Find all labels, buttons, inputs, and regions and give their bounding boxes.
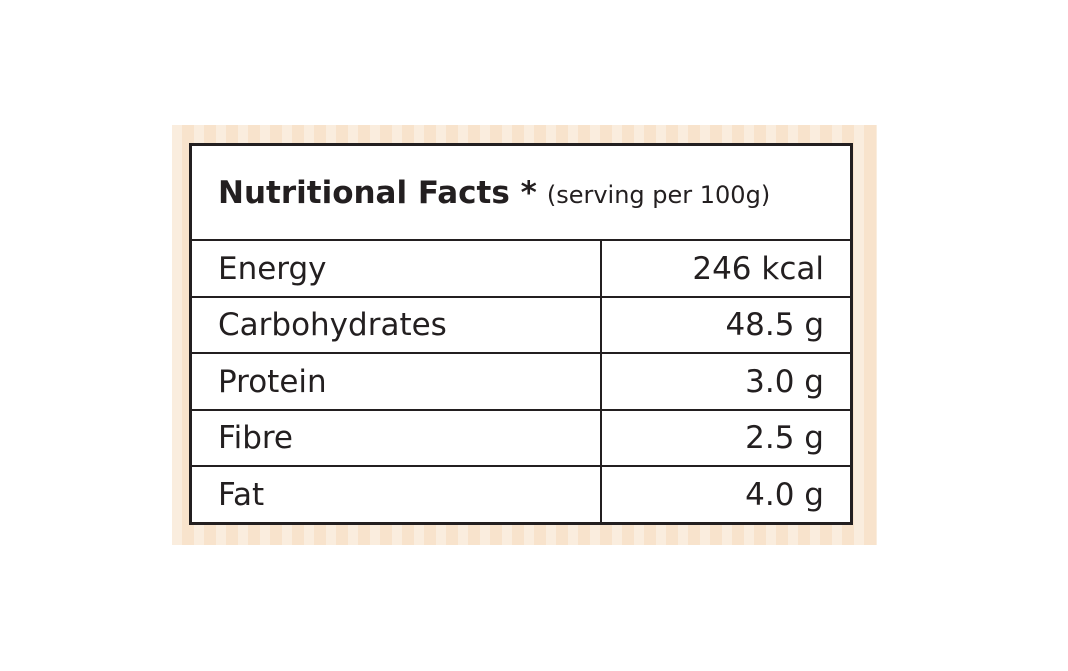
header-row: Nutritional Facts * (serving per 100g) (189, 143, 853, 242)
label-frame: Nutritional Facts * (serving per 100g) En… (172, 125, 877, 545)
table-row: Carbohydrates 48.5 g (189, 295, 853, 355)
nutrient-amount: 2.5 g (600, 408, 853, 468)
nutrient-amount: 246 kcal (600, 239, 853, 298)
table-row: Fibre 2.5 g (189, 408, 853, 468)
nutrient-amount: 3.0 g (600, 352, 853, 411)
nutrient-amount: 48.5 g (600, 295, 853, 355)
table-row: Protein 3.0 g (189, 352, 853, 411)
table-title: Nutritional Facts * (218, 174, 537, 211)
nutrient-name: Energy (189, 239, 602, 298)
nutrient-amount: 4.0 g (600, 465, 853, 525)
nutrient-name: Protein (189, 352, 602, 411)
nutrition-table: Nutritional Facts * (serving per 100g) En… (189, 143, 853, 525)
table-row: Energy 246 kcal (189, 239, 853, 298)
table-subtitle: (serving per 100g) (546, 180, 771, 209)
nutrient-name: Fibre (189, 408, 602, 468)
nutrient-name: Carbohydrates (189, 295, 602, 355)
header-cell: Nutritional Facts * (serving per 100g) (189, 143, 853, 242)
table-row: Fat 4.0 g (189, 465, 853, 525)
nutrient-name: Fat (189, 465, 602, 525)
